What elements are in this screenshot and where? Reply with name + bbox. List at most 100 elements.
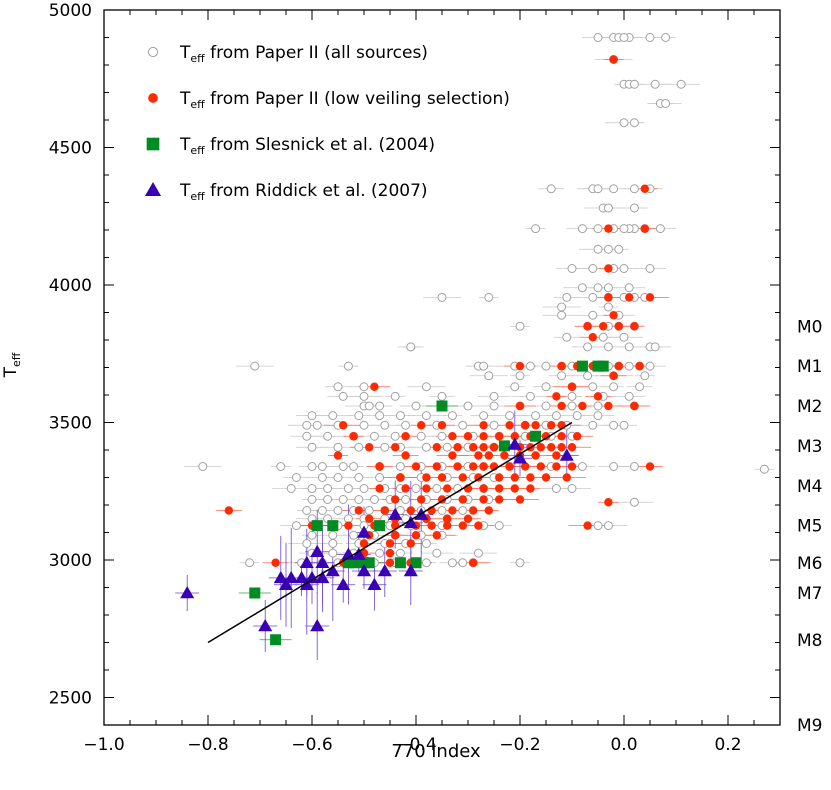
point-all-sources (557, 371, 567, 381)
point-all-sources (577, 283, 587, 293)
point-all-sources (593, 244, 603, 254)
point-low-veiling (510, 432, 519, 441)
point-all-sources (567, 401, 577, 411)
point-slesnick (498, 440, 510, 452)
fit-line (207, 421, 573, 644)
spectral-type-labels: M0 M1 M2 M3 M4 M5 M6 M7 M8 M9 (797, 317, 822, 736)
point-all-sources (489, 420, 499, 430)
point-all-sources (551, 411, 561, 421)
point-low-veiling (224, 506, 233, 515)
point-low-veiling (521, 421, 530, 430)
point-all-sources (406, 342, 416, 352)
point-low-veiling (614, 361, 623, 371)
point-all-sources (401, 420, 411, 430)
x-tick-label: −0.8 (187, 735, 228, 755)
point-all-sources (619, 264, 629, 273)
point-all-sources (354, 495, 364, 504)
point-low-veiling (370, 382, 379, 391)
point-low-veiling (385, 548, 395, 558)
point-low-veiling (495, 484, 504, 493)
point-low-veiling (443, 484, 452, 493)
point-low-veiling (609, 311, 618, 320)
point-slesnick (576, 360, 588, 372)
point-all-sources (458, 506, 468, 515)
x-tick-label: −1.0 (83, 735, 124, 755)
point-low-veiling (401, 451, 410, 460)
point-all-sources (484, 371, 494, 381)
point-low-veiling (541, 432, 551, 441)
point-low-veiling (510, 484, 519, 493)
point-all-sources (307, 495, 317, 504)
point-all-sources (577, 224, 587, 234)
point-all-sources (401, 495, 411, 504)
point-low-veiling (604, 293, 613, 302)
point-all-sources (531, 224, 541, 234)
point-all-sources (349, 530, 359, 540)
point-all-sources (655, 224, 665, 234)
point-low-veiling (391, 495, 400, 504)
point-low-veiling (359, 539, 369, 548)
point-low-veiling (354, 506, 363, 515)
point-all-sources (541, 401, 551, 411)
point-low-veiling (604, 498, 613, 507)
plot-frame (103, 9, 781, 726)
point-all-sources (302, 539, 312, 548)
point-all-sources (338, 495, 348, 504)
point-all-sources (328, 548, 338, 558)
point-all-sources (629, 497, 639, 507)
axes-frame (103, 9, 781, 726)
spectral-type-label: M5 (797, 517, 822, 537)
point-all-sources (354, 473, 364, 482)
legend-marker (146, 137, 160, 151)
point-all-sources (551, 484, 561, 493)
point-low-veiling (562, 473, 571, 482)
point-riddick (279, 577, 293, 590)
point-all-sources (328, 411, 338, 421)
point-all-sources (359, 420, 369, 430)
point-all-sources (603, 203, 613, 213)
point-all-sources (333, 382, 343, 392)
point-low-veiling (469, 506, 478, 515)
point-low-veiling (609, 371, 618, 380)
point-all-sources (369, 431, 379, 441)
point-low-veiling (385, 539, 395, 548)
point-low-veiling (583, 322, 592, 331)
point-all-sources (557, 310, 567, 320)
point-all-sources (364, 401, 374, 411)
legend-label: Teff from Paper II (all sources) (179, 43, 428, 65)
point-all-sources (307, 442, 317, 452)
point-all-sources (437, 431, 447, 441)
point-all-sources (442, 442, 452, 452)
point-all-sources (588, 420, 598, 430)
svg-text:Teff: Teff (1, 352, 23, 378)
point-all-sources (510, 382, 520, 392)
point-low-veiling (640, 224, 649, 233)
point-low-veiling (604, 224, 613, 233)
point-riddick (357, 564, 371, 577)
point-all-sources (369, 495, 379, 504)
point-all-sources (395, 411, 405, 421)
point-all-sources (489, 401, 499, 411)
point-low-veiling (515, 361, 525, 371)
point-low-veiling (432, 443, 441, 452)
point-all-sources (593, 401, 603, 411)
point-all-sources (375, 548, 385, 558)
point-low-veiling (411, 531, 421, 540)
point-all-sources (432, 548, 442, 558)
point-all-sources (593, 224, 603, 234)
spectral-type-label: M0 (797, 317, 822, 337)
point-all-sources (624, 342, 634, 352)
point-all-sources (525, 391, 535, 401)
point-all-sources (541, 382, 551, 392)
point-all-sources (328, 539, 338, 548)
point-all-sources (307, 530, 317, 540)
point-low-veiling (588, 333, 597, 342)
point-all-sources (541, 361, 551, 371)
legend-label: Teff from Slesnick et al. (2004) (179, 135, 435, 157)
point-low-veiling (479, 443, 488, 452)
point-low-veiling (443, 521, 452, 530)
point-low-veiling (484, 451, 493, 460)
point-all-sources (338, 462, 348, 471)
point-low-veiling (500, 451, 509, 460)
point-low-veiling (339, 421, 348, 430)
